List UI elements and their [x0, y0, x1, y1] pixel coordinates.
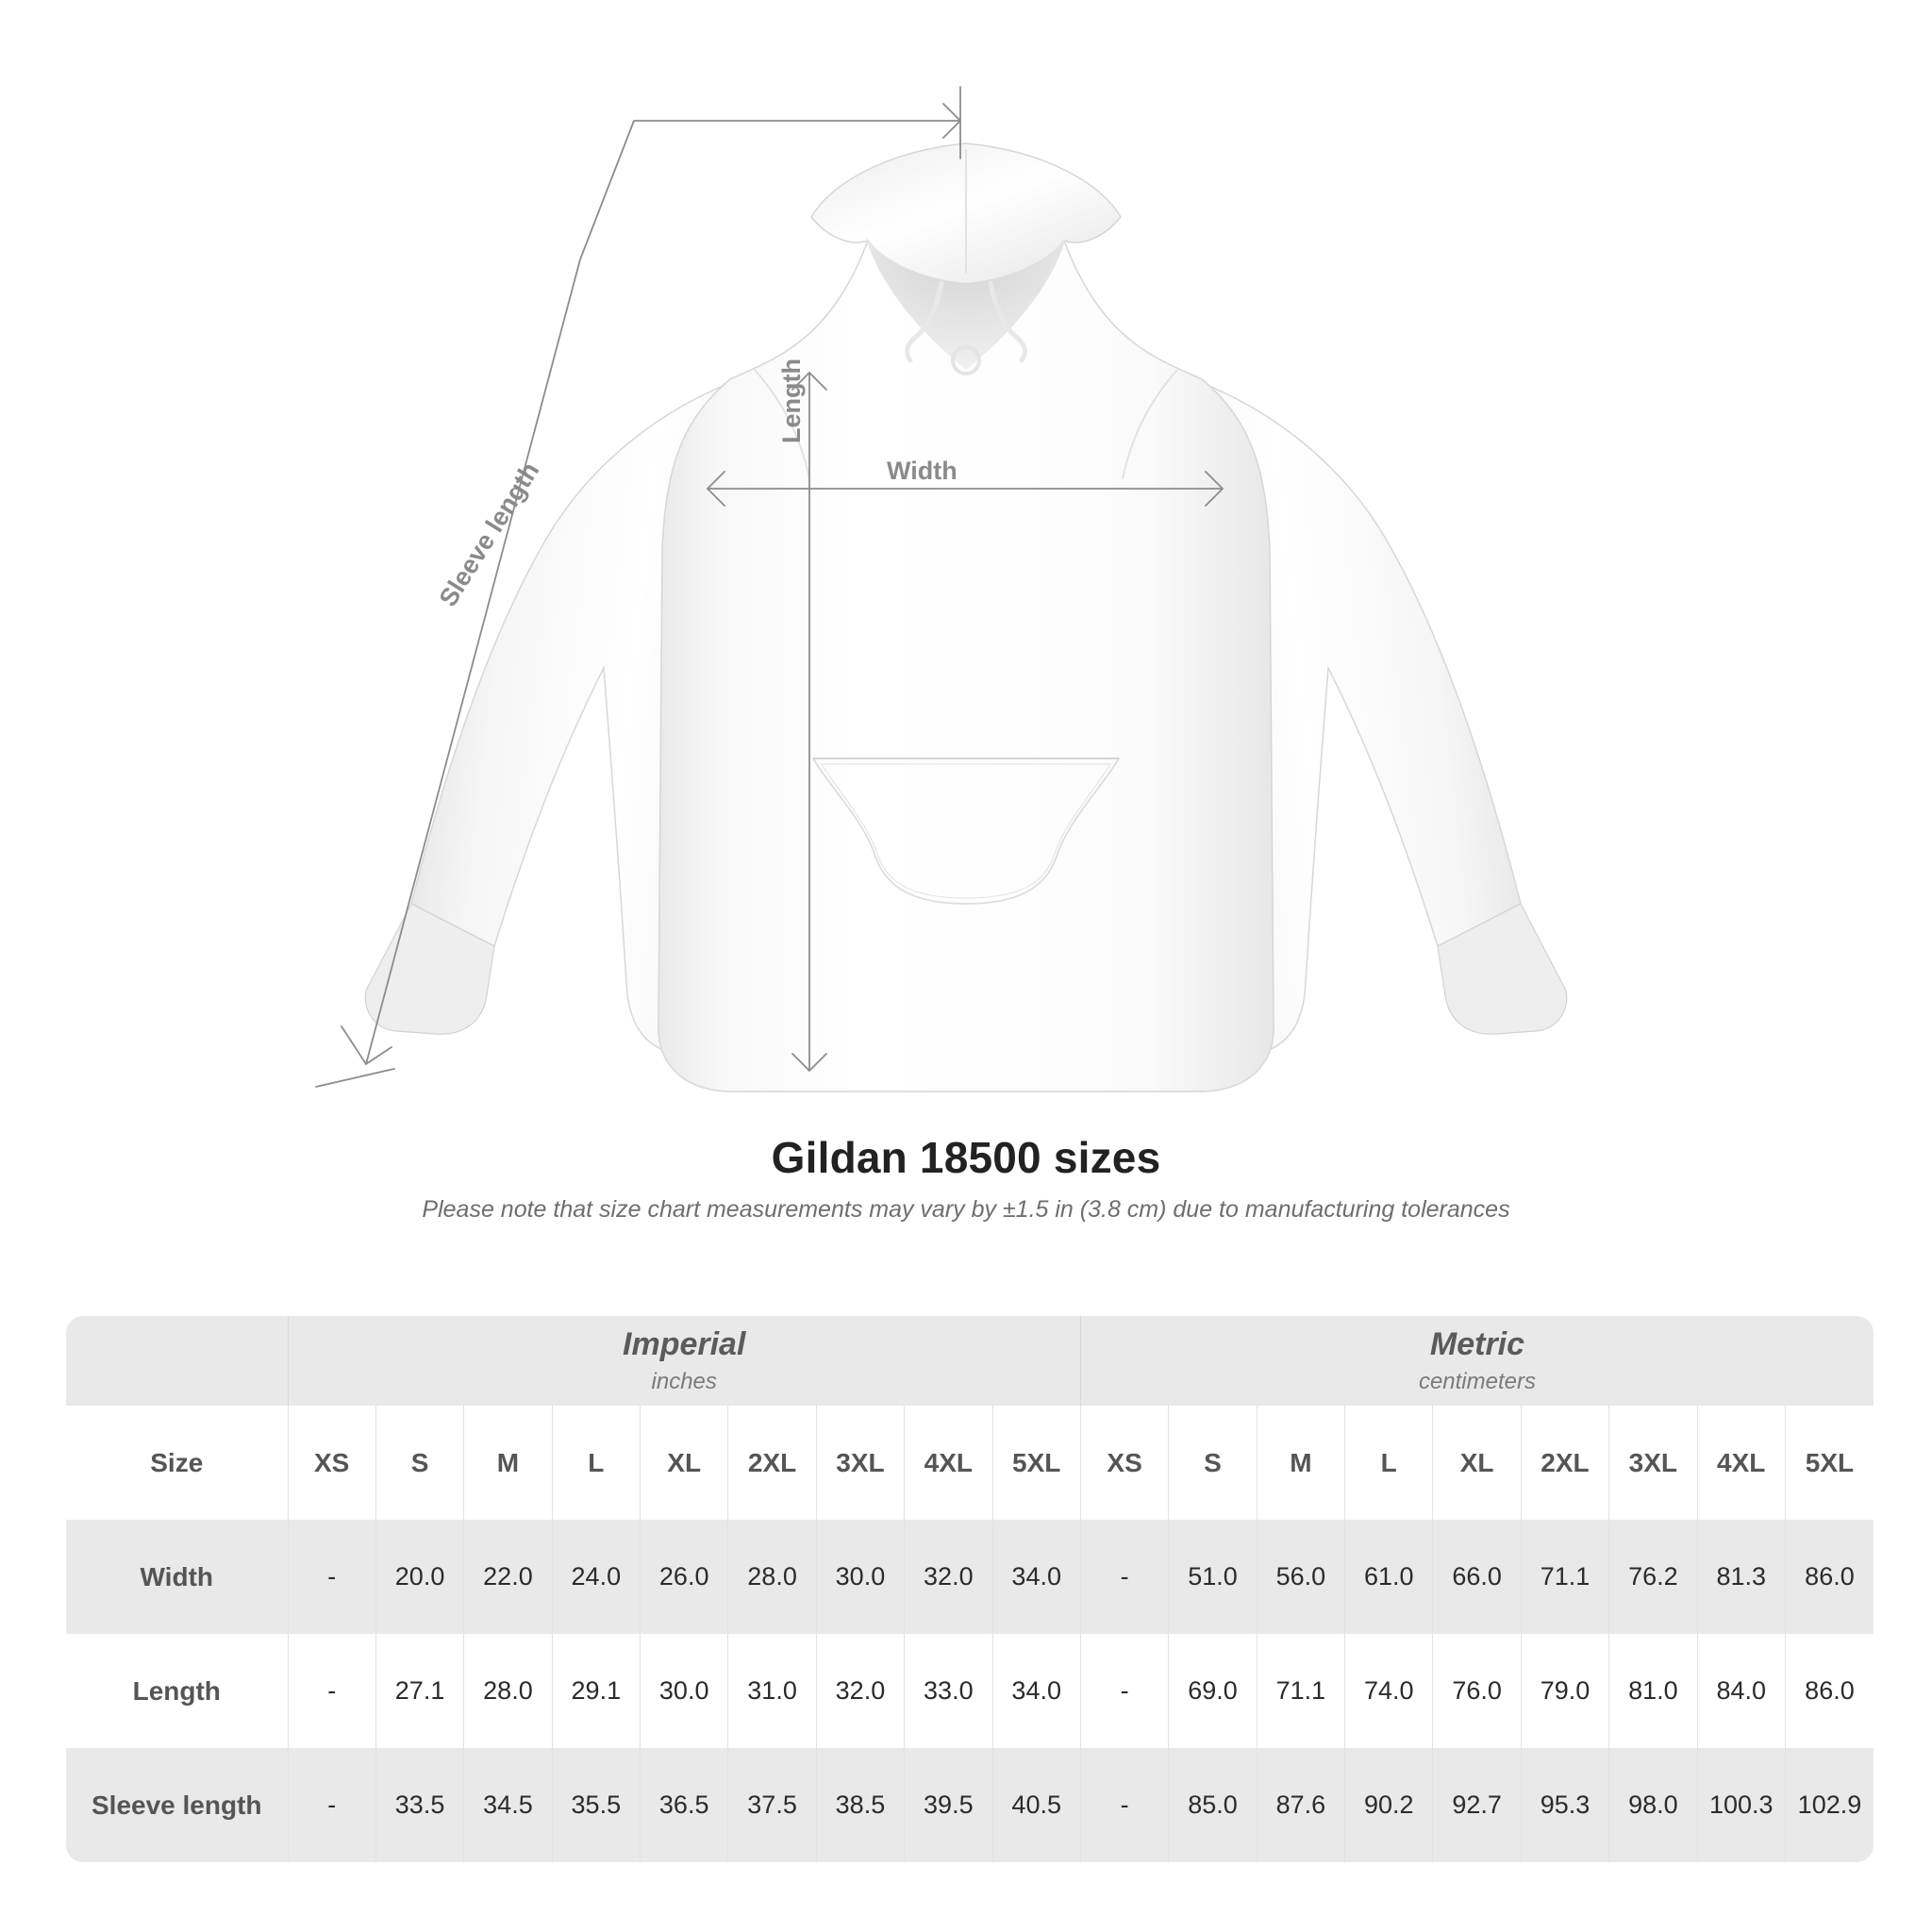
svg-text:Width: Width [887, 457, 958, 485]
svg-text:Length: Length [777, 358, 806, 443]
